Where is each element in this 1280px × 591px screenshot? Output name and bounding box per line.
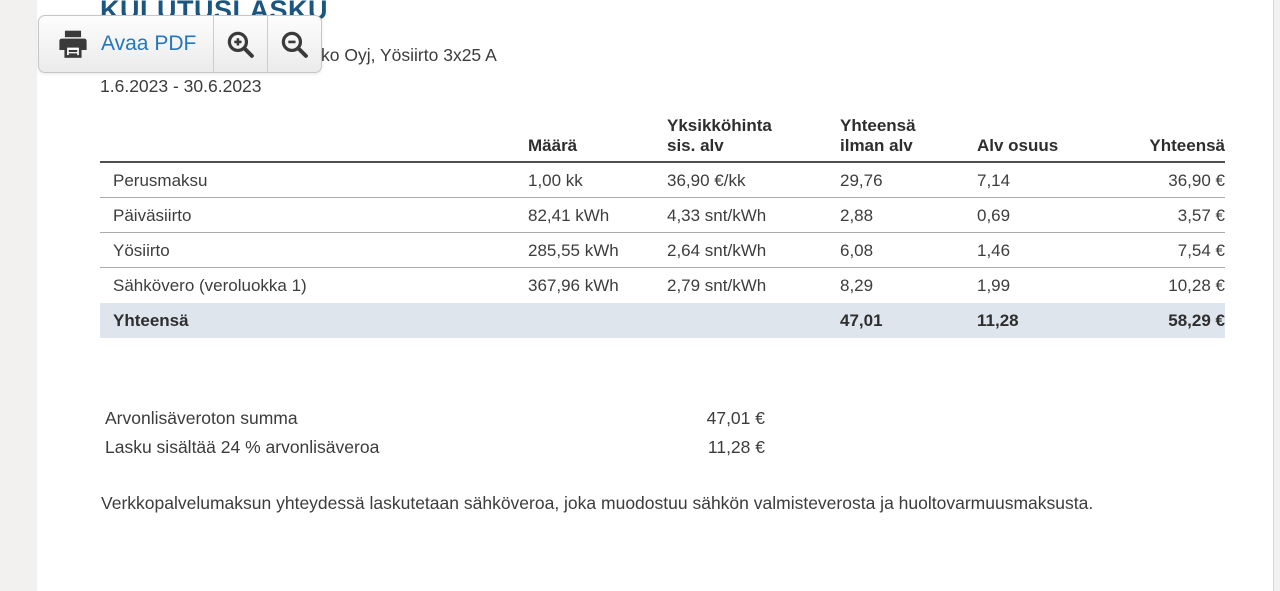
summary-value: 47,01 € [706,408,765,428]
summary-label: Arvonlisäveroton summa [105,408,298,428]
row-label: Perusmaksu [113,171,208,190]
row-maara: 82,41 kWh [528,206,610,225]
vat-summary: Arvonlisäveroton summa 47,01 € Lasku sis… [105,408,765,466]
row-yhteensa: 36,90 € [1168,171,1225,190]
row-label: Päiväsiirto [113,206,192,225]
total-maara [528,303,667,338]
row-label: Sähkövero (veroluokka 1) [113,276,307,295]
row-yksikkohinta: 4,33 snt/kWh [667,206,767,225]
row-yhteensa: 7,54 € [1177,241,1225,260]
table-total-row: Yhteensä 47,01 11,28 58,29 € [100,303,1225,338]
header-alv-osuus: Alv osuus [977,136,1059,155]
row-yksikkohinta: 2,79 snt/kWh [667,276,767,295]
row-yksikkohinta: 2,64 snt/kWh [667,241,767,260]
total-yhteensa: 58,29 € [1168,311,1225,330]
contract-subtitle: ko Oyj, Yösiirto 3x25 A [321,45,497,65]
zoom-in-button[interactable] [213,16,267,72]
header-yhteensa-ilman-alv: Yhteensä ilman alv [840,116,916,155]
open-pdf-button[interactable]: Avaa PDF [39,16,213,72]
header-maara: Määrä [528,136,578,155]
row-maara: 367,96 kWh [528,276,619,295]
row-label: Yösiirto [113,241,170,260]
printer-icon [56,27,90,61]
consumption-table: Määrä Yksikköhinta sis. alv Yhteensä ilm… [100,107,1225,338]
open-pdf-label: Avaa PDF [101,32,197,55]
row-alv-osuus: 1,99 [977,276,1011,295]
row-ilman-alv: 8,29 [840,276,874,295]
row-yhteensa: 3,57 € [1177,206,1225,225]
zoom-out-button[interactable] [267,16,321,72]
summary-row-net: Arvonlisäveroton summa 47,01 € [105,408,765,437]
total-yksikkohinta [667,303,840,338]
table-row-yosiirto: Yösiirto 285,55 kWh 2,64 snt/kWh 6,08 1,… [100,233,1225,268]
total-ilman-alv: 47,01 [840,311,883,330]
row-ilman-alv: 6,08 [840,241,874,260]
footnote-text: Verkkopalvelumaksun yhteydessä laskuteta… [101,493,1094,513]
total-alv-osuus: 11,28 [977,311,1019,330]
row-alv-osuus: 1,46 [977,241,1011,260]
pdf-toolbar: Avaa PDF [38,15,323,73]
row-yhteensa: 10,28 € [1168,276,1225,295]
row-alv-osuus: 7,14 [977,171,1011,190]
table-header-row: Määrä Yksikköhinta sis. alv Yhteensä ilm… [100,107,1225,163]
billing-period: 1.6.2023 - 30.6.2023 [100,76,262,96]
table-row-paivasiirto: Päiväsiirto 82,41 kWh 4,33 snt/kWh 2,88 … [100,198,1225,233]
row-ilman-alv: 29,76 [840,171,883,190]
document-area: KULUTUSLASKU ko Oyj, Yösiirto 3x25 A 1.6… [37,0,1274,591]
summary-row-vat: Lasku sisältää 24 % arvonlisäveroa 11,28… [105,437,765,466]
header-yksikkohinta: Yksikköhinta sis. alv [667,116,772,155]
header-yhteensa: Yhteensä [1149,136,1225,155]
row-maara: 285,55 kWh [528,241,619,260]
total-label: Yhteensä [113,311,189,330]
row-ilman-alv: 2,88 [840,206,874,225]
summary-label: Lasku sisältää 24 % arvonlisäveroa [105,437,380,457]
table-row-perusmaksu: Perusmaksu 1,00 kk 36,90 €/kk 29,76 7,14… [100,163,1225,198]
table-row-sahkovero: Sähkövero (veroluokka 1) 367,96 kWh 2,79… [100,268,1225,303]
summary-value: 11,28 € [707,437,765,457]
zoom-out-icon [279,29,310,60]
row-alv-osuus: 0,69 [977,206,1011,225]
zoom-in-icon [225,29,256,60]
row-maara: 1,00 kk [528,171,583,190]
row-yksikkohinta: 36,90 €/kk [667,171,746,190]
